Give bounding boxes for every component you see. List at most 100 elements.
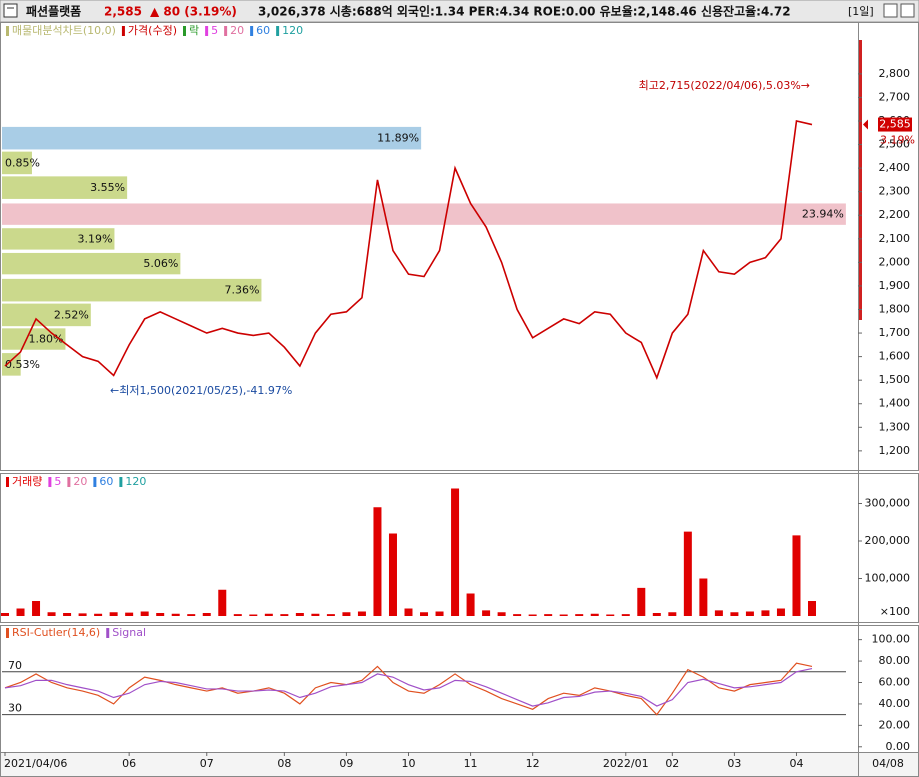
volume-bar xyxy=(652,613,661,616)
volume-bar xyxy=(714,610,723,616)
profile-bar xyxy=(2,353,21,376)
volume-bar xyxy=(435,611,444,616)
volume-bar xyxy=(559,614,568,616)
profile-bar xyxy=(2,203,846,225)
legend-swatch xyxy=(6,477,9,487)
y-tick-label: 80.00 xyxy=(879,654,911,667)
volume-bar xyxy=(342,612,351,616)
profile-label: 7.36% xyxy=(224,284,259,297)
volume-bar xyxy=(1,613,9,616)
legend-swatch xyxy=(67,477,71,487)
y-tick-label: 2,000 xyxy=(879,255,911,268)
price-panel xyxy=(0,22,919,471)
profile-bar xyxy=(2,151,32,175)
series-line xyxy=(4,120,813,381)
y-tick-label: 2,400 xyxy=(879,161,911,174)
y-tick-label: 2,800 xyxy=(879,67,911,80)
window-button[interactable] xyxy=(883,3,898,18)
legend-label: 120 xyxy=(282,24,303,37)
series-line xyxy=(4,662,813,716)
stock-name: 패션플랫폼 xyxy=(26,4,81,19)
stock-change: ▲ 80 (3.19%) xyxy=(150,5,237,19)
x-axis-strip xyxy=(0,752,919,777)
current-pointer xyxy=(863,119,868,130)
stock-price: 2,585 xyxy=(104,5,142,19)
volume-bar xyxy=(451,488,460,616)
legend-swatch xyxy=(250,26,254,36)
volume-bar xyxy=(590,613,599,616)
volume-bar xyxy=(466,593,475,616)
profile-label: 0.53% xyxy=(5,358,40,371)
profile-label: 0.85% xyxy=(5,156,40,169)
volume-bar xyxy=(745,611,754,616)
volume-bar xyxy=(621,614,630,616)
y-tick-label: 2,300 xyxy=(879,185,911,198)
profile-label: 3.19% xyxy=(77,232,112,245)
profile-label: 23.94% xyxy=(802,208,844,221)
volume-bar xyxy=(264,613,273,616)
legend-swatch xyxy=(183,26,186,36)
y-tick-label: 0.00 xyxy=(886,740,911,753)
legend-swatch xyxy=(224,26,228,36)
current-label: 2,585 xyxy=(879,118,911,131)
volume-bar xyxy=(63,613,72,616)
legend-label: RSI-Cutler(14,6) xyxy=(12,626,100,639)
volume-bar xyxy=(125,612,134,616)
profile-bar xyxy=(2,176,128,199)
legend-label: 60 xyxy=(99,475,113,488)
volume-bar xyxy=(357,611,366,616)
legend-swatch xyxy=(93,477,97,487)
period[interactable]: [1일] xyxy=(848,4,874,18)
y-tick-label: 40.00 xyxy=(879,697,911,710)
volume-bar xyxy=(233,614,242,616)
y-tick-label: 1,900 xyxy=(879,279,911,292)
menu-icon[interactable] xyxy=(3,3,18,18)
profile-bar xyxy=(2,278,262,302)
volume-bar xyxy=(776,608,785,616)
volume-bar xyxy=(249,614,258,616)
legend-label: 가격(수정) xyxy=(128,24,177,37)
volume-bar xyxy=(606,614,615,616)
x-tick-label: 07 xyxy=(200,757,214,770)
volume-panel xyxy=(0,473,919,623)
x-tick-label: 2022/01 xyxy=(603,757,649,770)
legend-label: 거래량 xyxy=(12,475,42,488)
close-button[interactable] xyxy=(900,3,915,18)
legend-label: Signal xyxy=(112,626,146,639)
legend-label: 5 xyxy=(211,24,218,37)
low-annotation: ←최저1,500(2021/05/25),-41.97% xyxy=(110,384,292,397)
volume-bar xyxy=(544,614,553,616)
unit-label: ×100 xyxy=(880,605,910,618)
legend-swatch xyxy=(6,628,9,638)
volume-bar xyxy=(730,612,739,616)
x-tick-label: 11 xyxy=(464,757,478,770)
y-tick-label: 1,800 xyxy=(879,302,911,315)
volume-bar xyxy=(373,507,382,616)
legend-swatch xyxy=(6,26,9,36)
volume-bar xyxy=(326,614,335,616)
x-tick-label: 04 xyxy=(789,757,803,770)
volume-bar xyxy=(683,531,692,616)
profile-bar xyxy=(2,252,181,275)
x-tick-label: 2021/04/06 xyxy=(4,757,67,770)
x-tick-label: 12 xyxy=(526,757,540,770)
y-tick-label: 2,100 xyxy=(879,232,911,245)
legend-label: 120 xyxy=(125,475,146,488)
volume-bar xyxy=(47,612,56,616)
legend-label: 20 xyxy=(73,475,87,488)
volume-bar xyxy=(202,613,211,616)
profile-bar xyxy=(2,126,422,150)
volume-bar xyxy=(497,612,506,616)
legend-swatch xyxy=(106,628,110,638)
volume-bar xyxy=(482,610,491,616)
y-tick-label: 1,700 xyxy=(879,326,911,339)
volume-bar xyxy=(156,613,165,616)
x-tick-label: 10 xyxy=(402,757,416,770)
legend-label: 락 xyxy=(189,24,199,37)
profile-bar xyxy=(2,228,115,250)
volume-bar xyxy=(575,614,584,616)
legend-label: 5 xyxy=(54,475,61,488)
profile-bar xyxy=(2,328,66,350)
volume-bar xyxy=(404,608,413,616)
